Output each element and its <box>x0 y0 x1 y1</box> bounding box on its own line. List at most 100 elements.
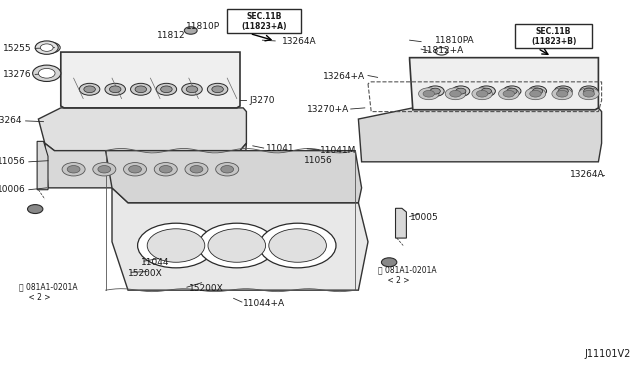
Circle shape <box>184 27 197 34</box>
Circle shape <box>186 86 198 93</box>
Polygon shape <box>61 52 240 108</box>
Circle shape <box>507 88 517 94</box>
Circle shape <box>38 67 58 79</box>
Text: 13276: 13276 <box>3 70 32 79</box>
Circle shape <box>135 86 147 93</box>
Circle shape <box>33 65 61 81</box>
Circle shape <box>476 90 488 97</box>
Text: 13270+A: 13270+A <box>307 105 349 114</box>
Circle shape <box>499 88 519 100</box>
Circle shape <box>79 83 100 95</box>
Circle shape <box>381 258 397 267</box>
Circle shape <box>129 166 141 173</box>
Text: 11056: 11056 <box>304 156 333 165</box>
Text: 10006: 10006 <box>0 185 26 194</box>
Text: SEC.11B
(11823+B): SEC.11B (11823+B) <box>531 26 576 46</box>
Text: 13264: 13264 <box>0 116 22 125</box>
Polygon shape <box>396 208 406 238</box>
Circle shape <box>93 163 116 176</box>
Text: 13264A: 13264A <box>282 37 316 46</box>
Text: J11101V2: J11101V2 <box>584 349 630 359</box>
Circle shape <box>35 41 58 54</box>
Circle shape <box>185 163 208 176</box>
Circle shape <box>583 90 595 97</box>
Circle shape <box>84 86 95 93</box>
Circle shape <box>154 163 177 176</box>
Circle shape <box>530 90 541 97</box>
Text: 11044: 11044 <box>141 258 170 267</box>
Circle shape <box>269 229 326 262</box>
Circle shape <box>452 86 470 96</box>
Circle shape <box>426 86 444 96</box>
Circle shape <box>532 88 543 94</box>
Text: 13264A: 13264A <box>570 170 605 179</box>
Text: Ⓐ 081A1-0201A
    < 2 >: Ⓐ 081A1-0201A < 2 > <box>378 266 436 285</box>
Circle shape <box>525 88 546 100</box>
Text: 15200X: 15200X <box>128 269 163 278</box>
Circle shape <box>579 88 599 100</box>
Text: 10005: 10005 <box>410 213 438 222</box>
Circle shape <box>208 229 266 262</box>
Text: J3270: J3270 <box>250 96 275 105</box>
Circle shape <box>156 83 177 95</box>
Circle shape <box>67 166 80 173</box>
Circle shape <box>558 88 568 94</box>
Circle shape <box>212 86 223 93</box>
Circle shape <box>529 86 547 96</box>
Text: 11812+A: 11812+A <box>422 46 465 55</box>
Polygon shape <box>37 141 48 190</box>
Circle shape <box>477 86 495 96</box>
Circle shape <box>552 88 572 100</box>
Circle shape <box>105 83 125 95</box>
Circle shape <box>98 166 111 173</box>
Text: 15200X: 15200X <box>189 284 223 293</box>
Circle shape <box>207 83 228 95</box>
Text: Ⓐ 081A1-0201A
    < 2 >: Ⓐ 081A1-0201A < 2 > <box>19 282 78 302</box>
FancyBboxPatch shape <box>227 9 301 33</box>
Circle shape <box>435 48 448 55</box>
Polygon shape <box>45 143 246 188</box>
Circle shape <box>138 223 214 268</box>
Circle shape <box>503 86 521 96</box>
Circle shape <box>423 90 435 97</box>
Text: 11812: 11812 <box>157 31 186 40</box>
Polygon shape <box>358 108 602 162</box>
Circle shape <box>147 229 205 262</box>
Circle shape <box>430 88 440 94</box>
Text: SEC.11B
(11823+A): SEC.11B (11823+A) <box>241 12 287 31</box>
Circle shape <box>124 163 147 176</box>
Circle shape <box>40 44 53 51</box>
Circle shape <box>554 86 572 96</box>
Circle shape <box>580 86 598 96</box>
Circle shape <box>198 223 275 268</box>
Circle shape <box>584 88 594 94</box>
Circle shape <box>182 83 202 95</box>
Circle shape <box>450 90 461 97</box>
Polygon shape <box>106 151 362 203</box>
Polygon shape <box>112 188 368 290</box>
Polygon shape <box>38 108 246 151</box>
Text: 11810PA: 11810PA <box>435 36 475 45</box>
Text: 11056: 11056 <box>0 157 26 166</box>
Circle shape <box>419 88 439 100</box>
Circle shape <box>456 88 466 94</box>
Circle shape <box>161 86 172 93</box>
Circle shape <box>216 163 239 176</box>
Text: 15255: 15255 <box>3 44 32 53</box>
Text: 11041M: 11041M <box>320 146 356 155</box>
Circle shape <box>221 166 234 173</box>
Circle shape <box>190 166 203 173</box>
Circle shape <box>28 205 43 214</box>
Circle shape <box>38 68 55 78</box>
Circle shape <box>42 42 60 53</box>
Circle shape <box>62 163 85 176</box>
Text: 11044+A: 11044+A <box>243 299 285 308</box>
Text: 13264+A: 13264+A <box>323 72 365 81</box>
Circle shape <box>472 88 492 100</box>
Circle shape <box>445 88 466 100</box>
Circle shape <box>481 88 492 94</box>
Circle shape <box>159 166 172 173</box>
Text: 11810P: 11810P <box>186 22 220 31</box>
Circle shape <box>259 223 336 268</box>
Text: 11041: 11041 <box>266 144 294 153</box>
